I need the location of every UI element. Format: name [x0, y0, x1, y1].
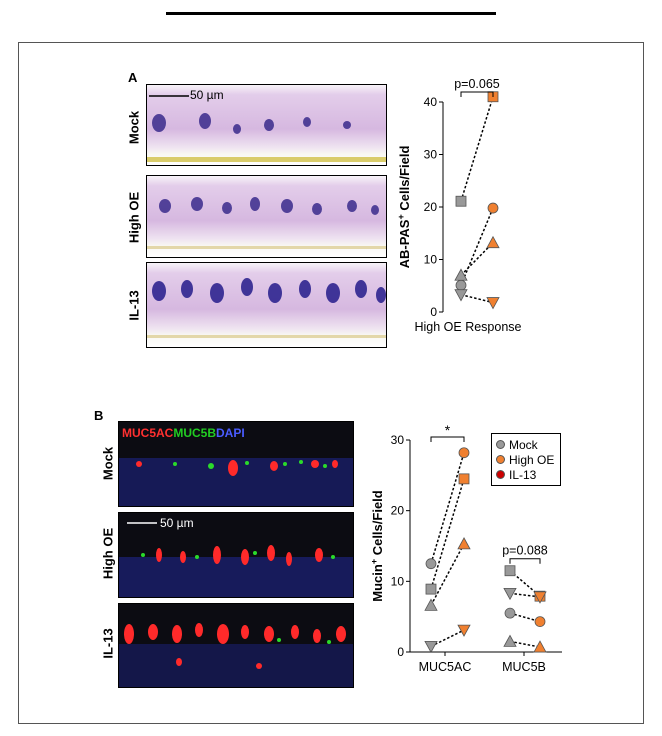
chart-a: 0 10 20 30 40 AB-PAS+ Cells/Field High OE Resp…: [396, 77, 522, 334]
chart-a-point-mock: [454, 289, 468, 302]
if-image-high-oe: [118, 512, 354, 598]
chart-a-ytick-label: 20: [424, 200, 438, 214]
row-label-b-il13: IL-13: [100, 628, 116, 659]
chart-a-ytick-label: 30: [424, 148, 438, 162]
title-rule: [166, 12, 496, 15]
chart-b-point-mock: [425, 558, 437, 570]
row-label-a-high-oe: High OE: [126, 191, 142, 244]
chart-b-point-high-oe: [534, 616, 546, 628]
chart-a-point-mock: [455, 195, 467, 207]
panel-b-letter: B: [94, 408, 104, 423]
chart-b: 0 10 20 30 Mucin+ Cells/Field MUC5AC MUC5B * p=0…: [372, 422, 562, 674]
chart-a-pair-line: [460, 96, 494, 202]
chart-a-point-mock: [455, 279, 467, 291]
chart-b-point-mock: [503, 587, 517, 601]
chart-a-sig-bracket: [460, 91, 494, 97]
chart-b-point-high-oe: [533, 591, 547, 604]
chart-b-point-mock: [504, 607, 516, 619]
legend-label-il13: IL-13: [509, 467, 537, 482]
stain-dapi: DAPI: [216, 426, 245, 440]
chart-a-pair-line: [460, 242, 494, 276]
legend-item-il13: IL-13: [496, 467, 554, 482]
chart-a-ytick-label: 0: [430, 305, 437, 319]
chart-b-point-mock: [504, 565, 516, 577]
chart-b-point-high-oe: [458, 447, 470, 459]
chart-b-pair-line: [430, 629, 465, 648]
chart-b-pair-line: [509, 592, 541, 598]
chart-b-point-mock: [424, 640, 438, 654]
chart-b-point-high-oe: [458, 473, 470, 485]
stain-muc5b: MUC5B: [173, 426, 217, 440]
chart-a-pvalue: p=0.065: [454, 77, 500, 91]
chart-b-point-high-oe: [533, 640, 547, 653]
he-cells-high-oe: [147, 197, 386, 249]
chart-a-pair-line: [460, 207, 494, 286]
chart-b-ytick-label: 0: [397, 645, 404, 659]
chart-a-point-high-oe: [486, 297, 500, 310]
chart-b-pair-line: [430, 452, 465, 564]
he-image-il13: [146, 262, 387, 348]
chart-b-ytick-label: 30: [391, 433, 405, 447]
if-cells-high-oe: [119, 522, 353, 597]
he-image-high-oe: [146, 175, 387, 258]
stain-muc5ac: MUC5AC: [122, 426, 174, 440]
chart-b-ytick-label: 10: [391, 574, 405, 588]
stain-legend: MUC5ACMUC5BDAPI: [122, 426, 245, 440]
chart-b-ylabel: Mucin+ Cells/Field: [372, 490, 385, 602]
chart-b-sig-bracket-muc5b: [509, 558, 541, 564]
row-label-a-mock: Mock: [126, 110, 142, 145]
chart-b-point-high-oe: [457, 624, 471, 637]
chart-a-ytick-label: 40: [424, 95, 438, 109]
legend-label-mock: Mock: [509, 437, 538, 452]
chart-a-xlabel: High OE Response: [414, 320, 521, 334]
he-image-mock: [146, 84, 387, 166]
if-cells-mock: [119, 458, 353, 506]
chart-b-point-high-oe: [457, 537, 471, 550]
scalebar-label-b: 50 µm: [160, 516, 194, 530]
if-cells-il13: [119, 623, 353, 687]
chart-b-pair-line: [430, 478, 465, 590]
legend-swatch-mock: [496, 440, 505, 449]
row-label-b-high-oe: High OE: [100, 527, 116, 580]
chart-a-point-high-oe: [487, 202, 499, 214]
chart-b-ytick-label: 20: [391, 504, 405, 518]
chart-a-pair-line: [460, 293, 494, 304]
chart-b-point-mock: [424, 598, 438, 611]
chart-b-sig-star: *: [445, 422, 451, 438]
figure-frame: [18, 42, 644, 724]
legend-swatch-il13: [496, 470, 505, 479]
panel-a-letter: A: [128, 70, 138, 85]
he-cells-il13: [147, 278, 386, 338]
chart-b-point-mock: [503, 634, 517, 647]
chart-b-point-mock: [425, 583, 437, 595]
he-cells-mock: [147, 95, 386, 162]
legend-label-high-oe: High OE: [509, 452, 555, 467]
legend-swatch-high-oe: [496, 455, 505, 464]
chart-b-pair-line: [509, 640, 541, 648]
legend-item-mock: Mock: [496, 437, 554, 452]
chart-a-point-high-oe: [486, 235, 500, 249]
chart-b-xtick-label: MUC5AC: [419, 660, 472, 674]
legend-item-high-oe: High OE: [496, 452, 554, 467]
scalebar-label-a: 50 µm: [190, 88, 224, 102]
if-image-mock: [118, 421, 354, 507]
chart-a-ylabel: AB-PAS+ Cells/Field: [396, 146, 412, 269]
chart-a-point-mock: [454, 268, 468, 281]
row-label-b-mock: Mock: [100, 446, 116, 481]
chart-b-xtick-label: MUC5B: [502, 660, 546, 674]
chart-b-sig-bracket-muc5ac: [430, 436, 465, 442]
chart-b-legend: Mock High OE IL-13: [491, 433, 562, 486]
row-label-a-il13: IL-13: [126, 290, 142, 321]
chart-a-ytick-label: 10: [424, 253, 438, 267]
chart-b-pvalue: p=0.088: [502, 544, 548, 558]
if-image-il13: [118, 603, 354, 688]
